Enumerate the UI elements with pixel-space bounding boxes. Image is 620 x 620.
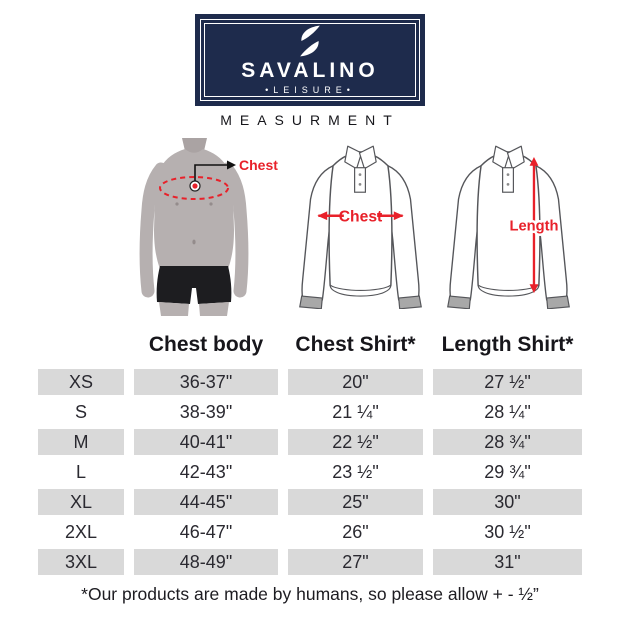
col-header-chest-body: Chest body: [148, 333, 264, 356]
brand-name: SAVALINO: [241, 59, 379, 82]
table-row-3xl: 3XL 48-49" 27" 31": [38, 549, 582, 575]
size-cell: 3XL: [38, 549, 124, 575]
chest-body-cell: 46-47": [179, 521, 233, 542]
chest-body-cell: 38-39": [179, 401, 233, 422]
size-cell: M: [38, 429, 124, 455]
table-row-2xl: 2XL 46-47" 26" 30 ½": [38, 519, 582, 545]
brand-subtitle: •LEISURE•: [265, 85, 355, 95]
savalino-s-logo-icon: [300, 25, 320, 57]
chest-shirt-cell: 23 ½": [332, 461, 379, 482]
brand-logo-box: SAVALINO •LEISURE•: [195, 14, 425, 106]
length-shirt-cell: 29 ¾": [484, 461, 531, 482]
table-header-row: Chest body Chest Shirt* Length Shirt*: [38, 330, 582, 360]
chest-shirt-cell: 22 ½": [288, 429, 423, 455]
length-arrow-bottom-icon: [529, 284, 539, 294]
col-header-length-shirt: Length Shirt*: [441, 333, 574, 356]
chest-body-cell: 36-37": [134, 369, 278, 395]
figures-row: Chest Chest: [0, 136, 620, 318]
chest-shirt-cell: 26": [342, 521, 369, 542]
length-shirt-cell: 27 ½": [433, 369, 582, 395]
chest-body-cell: 40-41": [134, 429, 278, 455]
size-cell: 2XL: [64, 521, 98, 542]
length-shirt-cell: 28 ¾": [433, 429, 582, 455]
body-chest-label: Chest: [239, 157, 278, 173]
table-row-s: S 38-39" 21 ¼" 28 ¼": [38, 399, 582, 425]
table-row-m: M 40-41" 22 ½" 28 ¾": [38, 429, 582, 455]
size-cell: XS: [38, 369, 124, 395]
chest-shirt-cell: 21 ¼": [332, 401, 379, 422]
logo-inner-border: SAVALINO •LEISURE•: [204, 23, 416, 97]
length-shirt-cell: 30": [433, 489, 582, 515]
size-table: Chest body Chest Shirt* Length Shirt* XS…: [38, 330, 582, 575]
chest-measure-ellipse: [159, 176, 229, 200]
shirt-chest-label: Chest: [339, 209, 383, 226]
logo-outer-border: SAVALINO •LEISURE•: [200, 19, 420, 101]
length-shirt-cell: 31": [433, 549, 582, 575]
table-row-l: L 42-43" 23 ½" 29 ¾": [38, 459, 582, 485]
col-header-size-blank: [38, 330, 124, 360]
length-arrow-top-icon: [529, 156, 539, 166]
shirt-chest-diagram: Chest: [299, 145, 422, 309]
chest-shirt-cell: 27": [288, 549, 423, 575]
chest-shirt-cell: 20": [288, 369, 423, 395]
size-cell: S: [74, 401, 87, 422]
table-row-xl: XL 44-45" 25" 30": [38, 489, 582, 515]
chest-arrow-left-icon: [317, 211, 328, 221]
body-chest-diagram: Chest: [139, 138, 278, 316]
shirt-length-label: Length: [509, 218, 558, 234]
length-shirt-cell: 30 ½": [484, 521, 531, 542]
chest-body-cell: 48-49": [134, 549, 278, 575]
footnote: *Our products are made by humans, so ple…: [81, 584, 539, 604]
chest-arrow-right-icon: [393, 211, 404, 221]
chest-body-cell: 42-43": [179, 461, 233, 482]
col-header-chest-shirt: Chest Shirt*: [295, 333, 416, 356]
measurement-title: MEASURMENT: [220, 112, 400, 128]
size-cell: L: [75, 461, 86, 482]
callout-arrow-icon: [227, 160, 236, 170]
table-row-xs: XS 36-37" 20" 27 ½": [38, 369, 582, 395]
chest-shirt-cell: 25": [288, 489, 423, 515]
length-shirt-cell: 28 ¼": [484, 401, 531, 422]
chest-point-marker: [192, 183, 198, 189]
shirt-length-diagram: Length: [447, 145, 570, 309]
chest-body-cell: 44-45": [134, 489, 278, 515]
size-cell: XL: [38, 489, 124, 515]
